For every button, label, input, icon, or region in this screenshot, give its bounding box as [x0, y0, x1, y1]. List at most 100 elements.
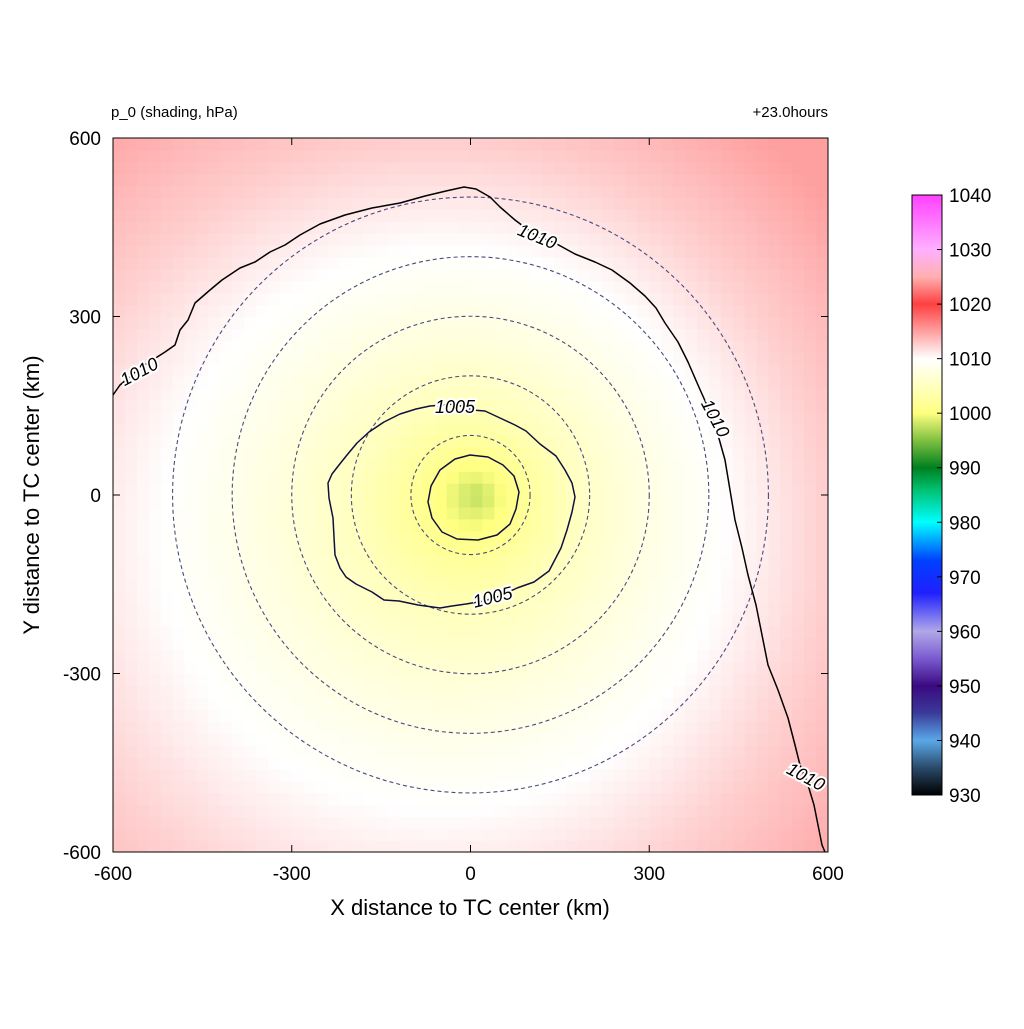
- field-cell: [673, 661, 686, 675]
- field-cell: [673, 233, 686, 246]
- field-cell: [339, 733, 352, 746]
- field-cell: [708, 138, 722, 151]
- field-cell: [220, 518, 233, 532]
- field-cell: [756, 602, 770, 615]
- field-cell: [720, 828, 734, 841]
- field-cell: [708, 554, 722, 567]
- field-cell: [267, 744, 281, 758]
- field-cell: [565, 625, 579, 639]
- field-cell: [792, 578, 805, 591]
- field-cell: [673, 625, 686, 639]
- field-cell: [291, 280, 305, 294]
- field-cell: [506, 578, 519, 591]
- field-cell: [422, 744, 436, 758]
- field-cell: [434, 780, 448, 794]
- field-cell: [113, 744, 126, 758]
- field-cell: [399, 340, 412, 353]
- field-cell: [422, 435, 436, 448]
- field-cell: [351, 471, 364, 484]
- field-cell: [410, 744, 424, 758]
- field-cell: [303, 495, 317, 508]
- field-cell: [434, 423, 448, 437]
- field-cell: [399, 709, 412, 722]
- field-cell: [577, 733, 591, 746]
- field-cell: [244, 459, 257, 472]
- field-cell: [303, 744, 317, 758]
- colorbar-tick-label: 950: [949, 677, 981, 698]
- field-cell: [470, 530, 484, 544]
- field-cell: [244, 542, 257, 556]
- field-cell: [816, 245, 828, 258]
- field-cell: [327, 268, 341, 282]
- field-cell: [649, 625, 662, 639]
- field-cell: [494, 709, 507, 722]
- field-cell: [351, 709, 364, 722]
- field-cell: [339, 316, 352, 329]
- field-cell: [113, 257, 126, 270]
- field-cell: [708, 614, 722, 627]
- field-cell: [446, 590, 460, 603]
- field-cell: [232, 268, 245, 282]
- field-cell: [160, 495, 174, 508]
- field-cell: [375, 149, 388, 163]
- field-cell: [279, 209, 293, 222]
- field-cell: [124, 733, 138, 746]
- field-cell: [446, 280, 460, 294]
- field-cell: [458, 756, 472, 770]
- field-cell: [661, 316, 674, 329]
- field-cell: [232, 733, 245, 746]
- field-cell: [577, 744, 591, 758]
- field-cell: [244, 161, 257, 175]
- field-cell: [708, 495, 722, 508]
- field-cell: [220, 483, 233, 496]
- field-cell: [399, 637, 412, 651]
- field-cell: [792, 518, 805, 532]
- field-cell: [267, 518, 281, 532]
- field-cell: [410, 828, 424, 841]
- field-cell: [303, 280, 317, 294]
- field-cell: [315, 257, 329, 270]
- field-cell: [434, 364, 448, 377]
- field-cell: [136, 602, 150, 615]
- field-cell: [446, 209, 460, 222]
- field-cell: [315, 614, 329, 627]
- field-cell: [244, 423, 257, 437]
- field-cell: [375, 733, 388, 746]
- field-cell: [744, 554, 758, 567]
- field-cell: [339, 590, 352, 603]
- field-cell: [315, 661, 329, 675]
- field-cell: [768, 209, 781, 222]
- field-cell: [375, 530, 388, 544]
- field-cell: [375, 792, 388, 805]
- field-cell: [124, 816, 138, 829]
- field-cell: [565, 435, 579, 448]
- field-cell: [339, 233, 352, 246]
- field-cell: [267, 637, 281, 651]
- field-cell: [422, 280, 436, 294]
- field-cell: [553, 340, 567, 353]
- field-cell: [673, 352, 686, 365]
- field-cell: [625, 268, 638, 282]
- field-cell: [244, 435, 257, 448]
- field-cell: [708, 304, 722, 318]
- field-cell: [768, 352, 781, 365]
- field-cell: [780, 495, 793, 508]
- field-cell: [744, 637, 758, 651]
- field-cell: [208, 447, 221, 460]
- field-cell: [553, 756, 567, 770]
- field-cell: [530, 637, 543, 651]
- field-cell: [208, 221, 221, 234]
- field-cell: [148, 614, 162, 627]
- field-cell: [113, 138, 126, 151]
- field-cell: [399, 138, 412, 151]
- field-cell: [685, 673, 698, 686]
- field-cell: [768, 411, 781, 425]
- field-cell: [792, 221, 805, 234]
- field-cell: [816, 268, 828, 282]
- field-cell: [327, 709, 341, 722]
- field-cell: [708, 828, 722, 841]
- field-cell: [160, 828, 174, 841]
- field-cell: [148, 197, 162, 210]
- field-cell: [327, 221, 341, 234]
- field-cell: [315, 149, 329, 163]
